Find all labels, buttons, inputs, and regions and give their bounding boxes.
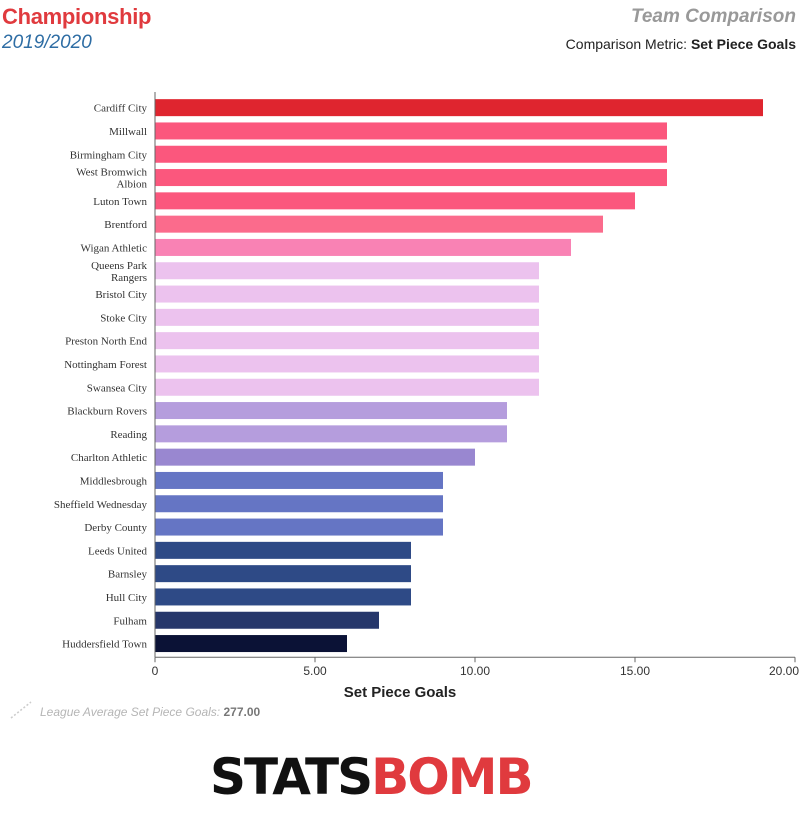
season-subtitle: 2019/2020	[2, 32, 92, 53]
category-label: Swansea City	[87, 382, 148, 394]
x-tick-label: 10.00	[460, 664, 490, 678]
average-label: League Average Set Piece Goals:	[40, 705, 221, 719]
page-title: Team Comparison	[630, 6, 796, 27]
category-label: Reading	[110, 429, 147, 441]
bar	[155, 588, 411, 606]
bar	[155, 425, 507, 443]
x-axis-label: Set Piece Goals	[344, 684, 457, 701]
bar	[155, 611, 379, 629]
bar	[155, 541, 411, 559]
bar	[155, 635, 347, 653]
category-label: Derby County	[84, 522, 147, 534]
league-average-note: League Average Set Piece Goals: 277.00	[40, 705, 260, 719]
category-label: Middlesbrough	[80, 475, 148, 487]
category-label: West Bromwich Albion	[76, 167, 147, 191]
category-label: Charlton Athletic	[71, 452, 147, 464]
bar	[155, 518, 443, 536]
statsbomb-logo: STATSBOMB	[210, 748, 534, 806]
category-label: Wigan Athletic	[81, 242, 148, 254]
bar	[155, 285, 539, 303]
bar	[155, 402, 507, 420]
category-label: Leeds United	[88, 545, 147, 557]
bar	[155, 238, 571, 256]
category-label: Bristol City	[95, 289, 147, 301]
bar	[155, 169, 667, 187]
category-label: Queens Park Rangers	[91, 260, 147, 284]
category-label: Hull City	[106, 592, 148, 604]
category-label: Sheffield Wednesday	[54, 499, 148, 511]
metric-value: Set Piece Goals	[690, 36, 796, 52]
category-label: Stoke City	[100, 312, 147, 324]
comparison-metric: Comparison Metric: Set Piece Goals	[566, 36, 796, 52]
category-label: Luton Town	[93, 196, 147, 208]
bar	[155, 471, 443, 489]
x-tick-label: 20.00	[769, 664, 799, 678]
category-label: Huddersfield Town	[62, 639, 147, 651]
category-label: Brentford	[104, 219, 147, 231]
bar	[155, 565, 411, 583]
average-value: 277.00	[223, 705, 261, 719]
category-label: Cardiff City	[94, 103, 148, 115]
category-label: Nottingham Forest	[64, 359, 147, 371]
logo-part-stats: STATS	[210, 748, 373, 806]
logo-part-bomb: BOMB	[371, 748, 533, 806]
metric-label: Comparison Metric:	[565, 36, 688, 52]
bar	[155, 448, 475, 466]
bar	[155, 215, 603, 233]
bar	[155, 145, 667, 163]
bar	[155, 355, 539, 373]
league-title: Championship	[2, 4, 152, 29]
bar	[155, 99, 763, 117]
bar	[155, 378, 539, 396]
category-label: Blackburn Rovers	[67, 406, 147, 418]
bar	[155, 332, 539, 350]
bar	[155, 122, 667, 140]
bar	[155, 192, 635, 210]
average-line-icon	[10, 701, 32, 719]
category-label: Fulham	[113, 615, 147, 627]
x-tick-label: 15.00	[620, 664, 650, 678]
category-label: Preston North End	[65, 336, 147, 348]
x-tick-label: 0	[152, 664, 159, 678]
bar	[155, 262, 539, 280]
bar	[155, 308, 539, 326]
bar-chart: Cardiff City Millwall Birmingham City West …	[54, 92, 799, 701]
x-tick-label: 5.00	[303, 664, 327, 678]
category-label: Birmingham City	[70, 149, 148, 161]
category-label: Millwall	[109, 126, 147, 138]
category-label: Barnsley	[108, 569, 148, 581]
bar	[155, 495, 443, 513]
